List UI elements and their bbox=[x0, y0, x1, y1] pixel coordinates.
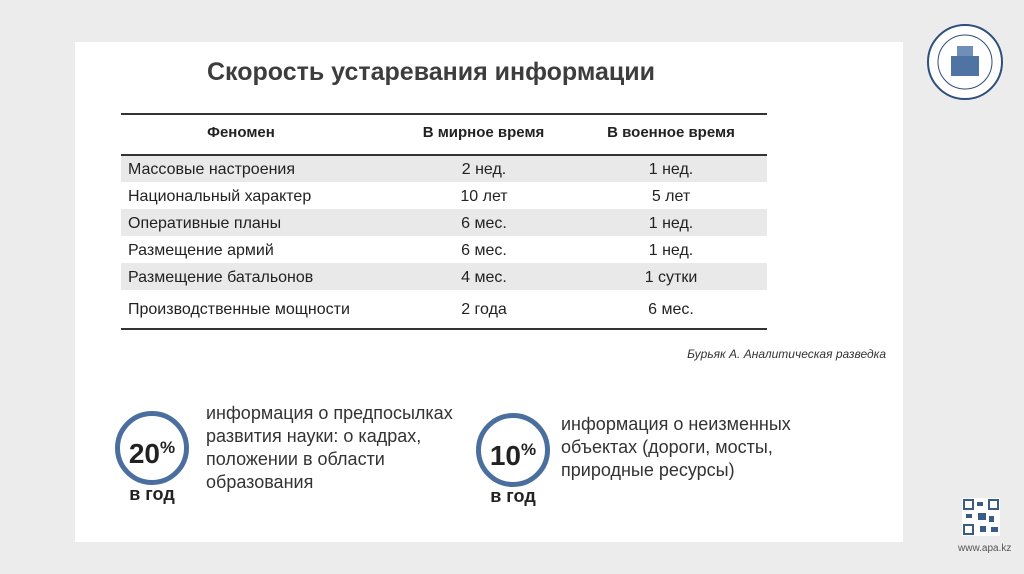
source: Бурьяк А. Аналитическая разведка bbox=[687, 347, 886, 361]
stat-line: положении в области bbox=[206, 449, 385, 469]
stat-unit: % bbox=[521, 440, 537, 459]
table-cell: 1 нед. bbox=[648, 214, 694, 232]
table-cell: 5 лет bbox=[651, 187, 691, 205]
rule bbox=[121, 328, 767, 330]
stat-unit: % bbox=[160, 438, 176, 457]
rule bbox=[121, 154, 767, 156]
table-cell: 2 нед. bbox=[461, 161, 507, 178]
table-row: Массовые настроения 2 нед. 1 нед. bbox=[121, 156, 767, 182]
qr-code bbox=[962, 498, 1000, 536]
stat-text: информация о неизменных объектах (дороги,… bbox=[561, 413, 791, 482]
table-cell: 1 сутки bbox=[644, 268, 698, 286]
table-cell: Национальный характер bbox=[128, 187, 312, 205]
table-row: Размещение армий 6 мес. 1 нед. bbox=[121, 236, 767, 263]
table-cell: 6 мес. bbox=[648, 301, 694, 318]
header-cell: Феномен bbox=[207, 124, 275, 141]
stat-line: объектах (дороги, мосты, bbox=[561, 437, 773, 457]
header-cell: В военное время bbox=[607, 124, 735, 141]
table-cell: Оперативные планы bbox=[128, 214, 282, 232]
stat-circle: 20% bbox=[115, 411, 189, 485]
footer-url: www.apa.kz bbox=[958, 543, 1012, 554]
table-cell: Массовые настроения bbox=[128, 161, 296, 178]
header-row: Феномен В мирное время В военное время bbox=[121, 124, 767, 146]
stat-line: природные ресурсы) bbox=[561, 460, 735, 480]
table-cell: 10 лет bbox=[460, 187, 508, 205]
header-cell: В мирное время bbox=[422, 124, 545, 141]
stat-line: информация о неизменных bbox=[561, 414, 791, 434]
stat-line: информация о предпосылках bbox=[206, 403, 453, 423]
title: Скорость устаревания информации bbox=[207, 58, 656, 86]
table-cell: 4 мес. bbox=[461, 268, 507, 286]
stat-value: 10 bbox=[489, 440, 522, 471]
stat-text: информация о предпосылках развития науки:… bbox=[206, 402, 453, 494]
table-row: Оперативные планы 6 мес. 1 нед. bbox=[121, 209, 767, 236]
table-cell: 2 года bbox=[461, 301, 507, 318]
table-cell: Размещение батальонов bbox=[128, 268, 314, 286]
table-row: Национальный характер 10 лет 5 лет bbox=[121, 182, 767, 209]
stat-line: образования bbox=[206, 472, 314, 492]
stat-line: развития науки: о кадрах, bbox=[206, 426, 422, 446]
stat-circle: 10% bbox=[476, 413, 550, 487]
rule bbox=[121, 113, 767, 115]
table-cell: 6 мес. bbox=[461, 214, 507, 232]
table-cell: 1 нед. bbox=[648, 241, 694, 259]
stat-period: в год bbox=[490, 486, 536, 506]
table-cell: Размещение армий bbox=[128, 241, 274, 259]
stat-value: 20 bbox=[128, 438, 161, 469]
logo bbox=[927, 24, 1003, 100]
stat-period: в год bbox=[129, 484, 175, 504]
table-row: Производственные мощности 2 года 6 мес. bbox=[121, 290, 767, 328]
table-row: Размещение батальонов 4 мес. 1 сутки bbox=[121, 263, 767, 290]
table-cell: 6 мес. bbox=[461, 241, 507, 259]
table-cell: Производственные мощности bbox=[128, 301, 350, 318]
table-cell: 1 нед. bbox=[648, 161, 694, 178]
